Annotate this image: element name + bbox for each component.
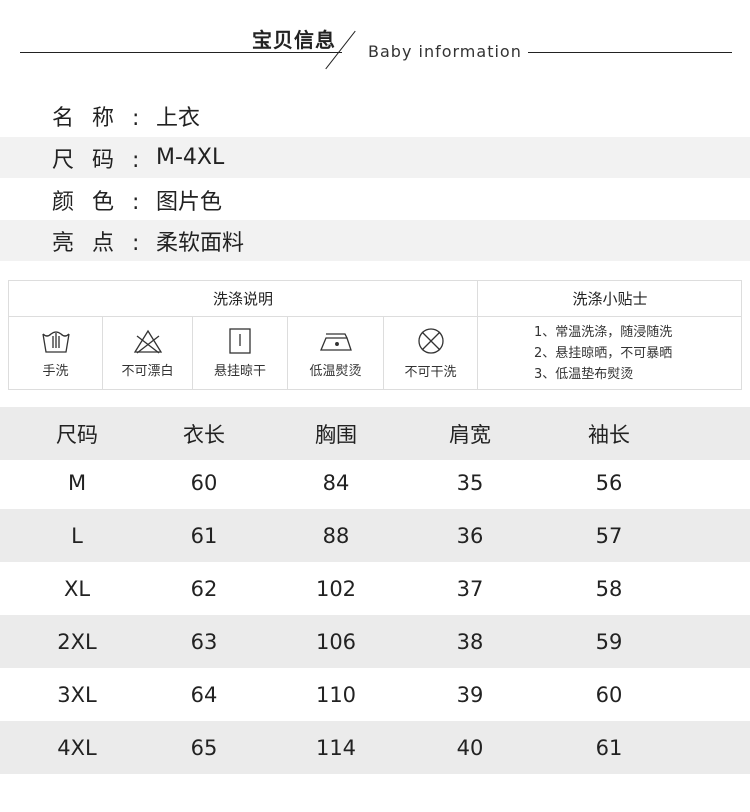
table-row: M 60 84 35 56 [0, 456, 750, 509]
tip-item: 1、常温洗涤，随浸随洗 [534, 324, 673, 340]
table-cell: 袖长 [588, 422, 630, 447]
section-subtitle: Baby information [368, 42, 522, 61]
table-cell: 58 [595, 576, 623, 601]
table-cell: 3XL [57, 682, 97, 707]
info-value: 图片色 [156, 189, 223, 215]
section-title: 宝贝信息 [252, 28, 336, 52]
table-row: 4XL 65 114 40 61 [0, 721, 750, 774]
info-key: 名称: [52, 105, 158, 131]
table-cell: 35 [456, 470, 484, 495]
info-value: 柔软面料 [156, 230, 245, 256]
table-cell: 56 [595, 470, 623, 495]
care-label: 悬挂晾干 [213, 363, 266, 379]
table-cell: XL [63, 576, 91, 601]
table-cell: 衣长 [183, 422, 225, 447]
table-cell: 110 [315, 682, 357, 707]
care-item: 不可漂白 [103, 317, 193, 389]
table-cell: 38 [456, 629, 484, 654]
tip-item: 3、低温垫布熨烫 [534, 366, 634, 382]
divider [20, 52, 342, 53]
no-dry-clean-icon [417, 327, 444, 354]
table-cell: 102 [315, 576, 357, 601]
table-cell: 尺码 [56, 422, 98, 447]
table-header: 尺码 衣长 胸围 肩宽 袖长 [0, 407, 750, 460]
table-cell: 63 [190, 629, 218, 654]
table-cell: 40 [456, 735, 484, 760]
hand-wash-icon [41, 330, 70, 353]
table-row: L 61 88 36 57 [0, 509, 750, 562]
table-cell: 39 [456, 682, 484, 707]
info-row-name: 名称: 上衣 [0, 95, 750, 136]
divider [528, 52, 732, 53]
low-iron-icon [319, 332, 352, 351]
table-cell: 114 [315, 735, 357, 760]
table-cell: 肩宽 [449, 422, 491, 447]
tip-item: 2、悬挂晾晒，不可暴晒 [534, 345, 673, 361]
table-cell: 84 [322, 470, 350, 495]
care-tips-title: 洗涤小贴士 [478, 281, 742, 317]
table-cell: 胸围 [315, 422, 357, 447]
table-cell: M [67, 470, 87, 495]
no-bleach-icon [133, 329, 162, 354]
table-cell: 61 [190, 523, 218, 548]
table-cell: 2XL [57, 629, 97, 654]
care-label: 低温熨烫 [309, 363, 362, 379]
care-item: 悬挂晾干 [193, 317, 288, 389]
table-row: 3XL 64 110 39 60 [0, 668, 750, 721]
table-row: XL 62 102 37 58 [0, 562, 750, 615]
hang-dry-icon [229, 327, 251, 354]
table-cell: 36 [456, 523, 484, 548]
info-row-color: 颜色: 图片色 [0, 179, 750, 220]
table-cell: 61 [595, 735, 623, 760]
care-label: 不可干洗 [404, 364, 457, 380]
info-row-size: 尺码: M-4XL [0, 137, 750, 178]
info-row-highlight: 亮点: 柔软面料 [0, 220, 750, 261]
table-cell: 65 [190, 735, 218, 760]
table-cell: 59 [595, 629, 623, 654]
table-cell: L [71, 523, 83, 548]
info-value: M-4XL [156, 145, 225, 170]
table-row: 2XL 63 106 38 59 [0, 615, 750, 668]
info-key: 亮点: [52, 230, 158, 256]
info-value: 上衣 [156, 105, 201, 131]
table-cell: 88 [322, 523, 350, 548]
table-cell: 57 [595, 523, 623, 548]
table-cell: 62 [190, 576, 218, 601]
table-cell: 64 [190, 682, 218, 707]
table-cell: 4XL [57, 735, 97, 760]
care-tips: 1、常温洗涤，随浸随洗 2、悬挂晾晒，不可暴晒 3、低温垫布熨烫 [478, 317, 742, 389]
table-cell: 60 [595, 682, 623, 707]
care-item: 手洗 [9, 317, 103, 389]
table-cell: 60 [190, 470, 218, 495]
care-label: 不可漂白 [121, 363, 174, 379]
table-cell: 106 [315, 629, 357, 654]
table-cell: 37 [456, 576, 484, 601]
care-instructions-title: 洗涤说明 [9, 281, 478, 317]
care-label: 手洗 [42, 363, 69, 379]
info-key: 尺码: [52, 147, 158, 173]
care-table: 洗涤说明 洗涤小贴士 手洗 不可漂白 悬挂晾干 低温熨烫 不可干洗 1、常温洗涤… [8, 280, 742, 390]
care-item: 低温熨烫 [288, 317, 384, 389]
care-item: 不可干洗 [384, 317, 478, 389]
info-key: 颜色: [52, 189, 158, 215]
